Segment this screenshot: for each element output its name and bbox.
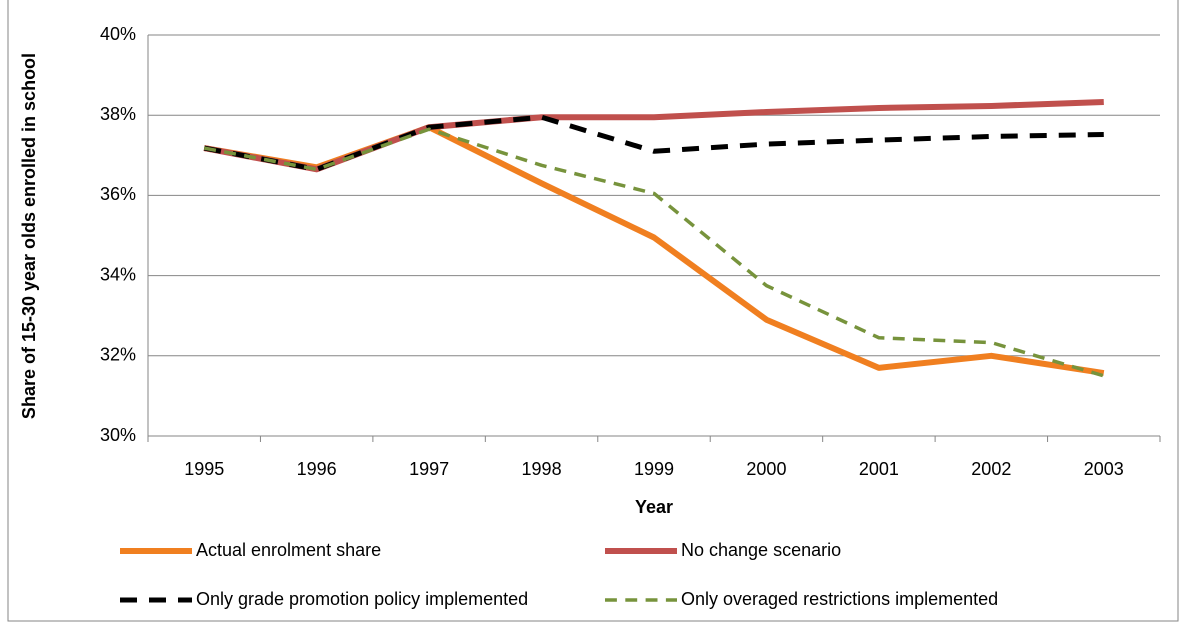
x-tick-label: 2002	[971, 459, 1011, 479]
legend-label: Only grade promotion policy implemented	[196, 589, 528, 609]
y-tick-label: 40%	[100, 24, 136, 44]
chart-frame	[7, 0, 1179, 622]
x-tick-label: 1999	[634, 459, 674, 479]
series-line	[203, 114, 1104, 172]
legend-label: Only overaged restrictions implemented	[681, 589, 998, 609]
y-tick-label: 32%	[100, 345, 136, 365]
x-tick-label: 1998	[522, 459, 562, 479]
x-tick-label: 2001	[859, 459, 899, 479]
y-tick-label: 34%	[100, 264, 136, 284]
legend-label: No change scenario	[681, 540, 841, 560]
y-axis-label: Share of 15-30 year olds enrolled in sch…	[19, 53, 39, 419]
x-tick-label: 1997	[409, 459, 449, 479]
legend-label: Actual enrolment share	[196, 540, 381, 560]
x-tick-label: 2000	[746, 459, 786, 479]
x-tick-label: 2003	[1084, 459, 1124, 479]
y-tick-label: 36%	[100, 184, 136, 204]
y-tick-label: 38%	[100, 104, 136, 124]
x-tick-label: 1996	[297, 459, 337, 479]
y-tick-label: 30%	[100, 425, 136, 445]
x-axis-label: Year	[635, 497, 673, 517]
series-line	[203, 127, 1105, 378]
x-tick-label: 1995	[184, 459, 224, 479]
